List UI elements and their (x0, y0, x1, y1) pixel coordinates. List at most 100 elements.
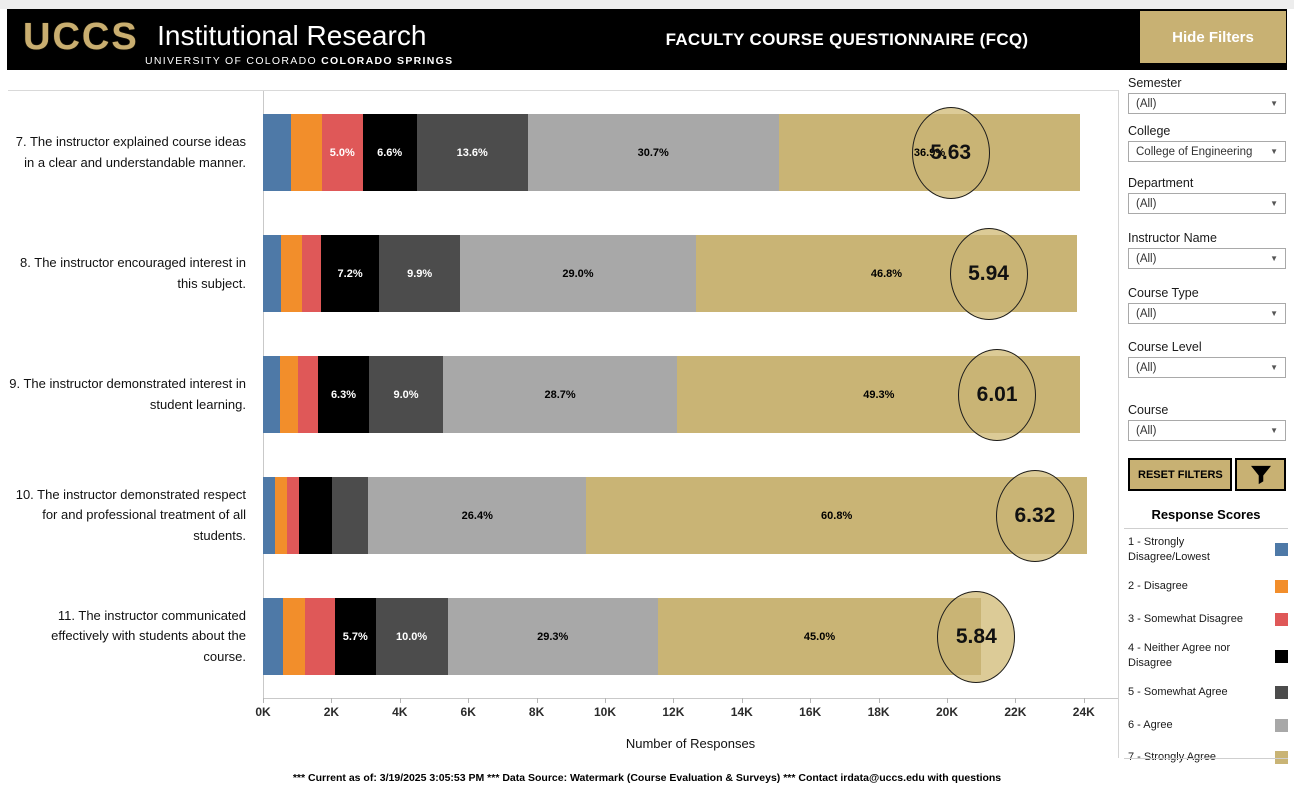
filter-label-semester: Semester (1128, 76, 1182, 90)
filter-dropdown-course-level[interactable]: (All) ▼ (1128, 357, 1286, 378)
avg-score-value: 5.94 (968, 262, 1009, 285)
filter-dropdown-course[interactable]: (All) ▼ (1128, 420, 1286, 441)
logo-subtitle-regular: UNIVERSITY OF COLORADO (145, 55, 322, 67)
logo-subtitle-bold: COLORADO SPRINGS (321, 55, 454, 67)
filter-dropdown-course-type[interactable]: (All) ▼ (1128, 303, 1286, 324)
bar-segment-4-neither-agree-nor-disagree[interactable]: 6.3% (317, 356, 370, 433)
legend-item-3-somewhat-disagree: 3 - Somewhat Disagree (1128, 609, 1288, 630)
bar-segment-4-neither-agree-nor-disagree[interactable]: 7.2% (320, 235, 380, 312)
x-tick-mark (263, 698, 264, 703)
bar-segment-2-disagree[interactable] (274, 477, 287, 554)
x-tick-mark (810, 698, 812, 703)
filter-dropdown-semester[interactable]: (All) ▼ (1128, 93, 1286, 114)
chevron-down-icon: ▼ (1270, 309, 1278, 318)
avg-score-circle[interactable]: 5.63 (911, 107, 990, 199)
bar-segment-3-somewhat-disagree[interactable] (298, 356, 318, 433)
bar-segment-5-somewhat-agree[interactable]: 13.6% (416, 114, 528, 191)
bar-segment-5-somewhat-agree[interactable]: 9.0% (369, 356, 443, 433)
hide-filters-button[interactable]: Hide Filters (1140, 11, 1286, 63)
segment-percent-label: 6.6% (377, 146, 403, 159)
filter-group-semester: Semester (All) ▼ (1128, 76, 1286, 114)
bar-segment-5-somewhat-agree[interactable]: 9.9% (379, 235, 460, 312)
question-label: 9. The instructor demonstrated interest … (9, 376, 246, 412)
chart-row: 10. The instructor demonstrated respect … (8, 470, 1118, 562)
x-tick-mark (468, 698, 470, 703)
bar-segment-4-neither-agree-nor-disagree[interactable]: 6.6% (362, 114, 417, 191)
legend-item-7-strongly-agree: 7 - Strongly Agree (1128, 747, 1288, 768)
question-label: 7. The instructor explained course ideas… (15, 134, 246, 170)
filter-group-course-level: Course Level (All) ▼ (1128, 340, 1286, 378)
x-tick-label: 4K (392, 705, 408, 719)
header-bar: UCCS Institutional Research UNIVERSITY O… (7, 9, 1287, 70)
avg-score-circle[interactable]: 5.84 (937, 591, 1016, 683)
filter-label-course-level: Course Level (1128, 340, 1202, 354)
bar-segment-1-strongly-disagree-lowest[interactable] (263, 235, 281, 312)
chart-row: 8. The instructor encouraged interest in… (8, 228, 1118, 320)
bar-segment-6-agree[interactable]: 26.4% (368, 477, 587, 554)
filter-label-instructor-name: Instructor Name (1128, 231, 1217, 245)
legend-item-label: 5 - Somewhat Agree (1128, 686, 1228, 699)
bar-track: 7.2% 9.9% 29.0% 46.8% 5.94 (263, 228, 1118, 320)
filter-dropdown-instructor-name[interactable]: (All) ▼ (1128, 248, 1286, 269)
bar-segment-2-disagree[interactable] (280, 356, 299, 433)
legend-color-swatch (1275, 612, 1288, 626)
top-strip (0, 0, 1294, 9)
bar-segment-3-somewhat-disagree[interactable] (286, 477, 300, 554)
segment-percent-label: 13.6% (456, 146, 488, 159)
legend-title: Response Scores (1151, 507, 1261, 522)
avg-score-value: 6.01 (976, 383, 1018, 406)
dropdown-value: College of Engineering (1136, 145, 1253, 158)
bar-track: 5.7% 10.0% 29.3% 45.0% 5.84 (263, 591, 1118, 683)
legend-color-swatch (1275, 580, 1288, 594)
bar-segment-3-somewhat-disagree[interactable]: 5.0% (321, 114, 363, 191)
bar-segment-1-strongly-disagree-lowest[interactable] (263, 477, 275, 554)
bar-segment-4-neither-agree-nor-disagree[interactable] (299, 477, 333, 554)
bar-segment-1-strongly-disagree-lowest[interactable] (263, 114, 291, 191)
bar-segment-2-disagree[interactable] (290, 114, 322, 191)
segment-percent-label: 9.9% (407, 267, 433, 280)
bar-segment-2-disagree[interactable] (283, 598, 305, 675)
x-tick-mark (673, 698, 675, 703)
stacked-bar-chart: 7. The instructor explained course ideas… (8, 90, 1119, 758)
bar-segment-2-disagree[interactable] (280, 235, 303, 312)
chevron-down-icon: ▼ (1270, 99, 1278, 108)
legend-color-swatch (1275, 718, 1288, 732)
avg-score-circle[interactable]: 5.94 (949, 228, 1028, 320)
filter-label-course-type: Course Type (1128, 286, 1199, 300)
stacked-bar: 26.4% 60.8% (263, 477, 1088, 554)
x-tick-mark (536, 698, 538, 703)
legend-item-label: 4 - Neither Agree nor Disagree (1128, 642, 1231, 670)
avg-score-circle[interactable]: 6.01 (958, 349, 1037, 441)
question-label: 11. The instructor communicated effectiv… (51, 608, 246, 664)
question-label: 8. The instructor encouraged interest in… (20, 255, 246, 291)
bar-segment-1-strongly-disagree-lowest[interactable] (263, 356, 281, 433)
bar-segment-1-strongly-disagree-lowest[interactable] (263, 598, 284, 675)
panel-divider (1118, 90, 1119, 758)
bar-segment-6-agree[interactable]: 29.0% (459, 235, 696, 312)
filter-group-department: Department (All) ▼ (1128, 176, 1286, 214)
bar-segment-6-agree[interactable]: 30.7% (527, 114, 779, 191)
dropdown-value: (All) (1136, 361, 1157, 374)
chart-row: 9. The instructor demonstrated interest … (8, 349, 1118, 441)
bar-segment-4-neither-agree-nor-disagree[interactable]: 5.7% (334, 598, 376, 675)
reset-filters-button[interactable]: RESET FILTERS (1128, 458, 1232, 491)
bar-segment-7-strongly-agree[interactable]: 45.0% (657, 598, 982, 675)
chart-row: 11. The instructor communicated effectiv… (8, 591, 1118, 683)
dropdown-value: (All) (1136, 197, 1157, 210)
bar-segment-3-somewhat-disagree[interactable] (304, 598, 335, 675)
segment-percent-label: 30.7% (637, 146, 669, 159)
x-tick-label: 8K (528, 705, 545, 719)
bar-segment-6-agree[interactable]: 28.7% (442, 356, 678, 433)
funnel-filter-button[interactable] (1235, 458, 1286, 491)
filter-dropdown-college[interactable]: College of Engineering ▼ (1128, 141, 1286, 162)
bar-segment-3-somewhat-disagree[interactable] (302, 235, 321, 312)
chevron-down-icon: ▼ (1270, 199, 1278, 208)
dropdown-value: (All) (1136, 424, 1157, 437)
bar-segment-5-somewhat-agree[interactable] (332, 477, 369, 554)
bar-segment-6-agree[interactable]: 29.3% (447, 598, 658, 675)
funnel-icon (1250, 465, 1271, 484)
filter-dropdown-department[interactable]: (All) ▼ (1128, 193, 1286, 214)
segment-percent-label: 7.2% (337, 267, 363, 280)
avg-score-circle[interactable]: 6.32 (995, 470, 1074, 562)
bar-segment-5-somewhat-agree[interactable]: 10.0% (375, 598, 448, 675)
